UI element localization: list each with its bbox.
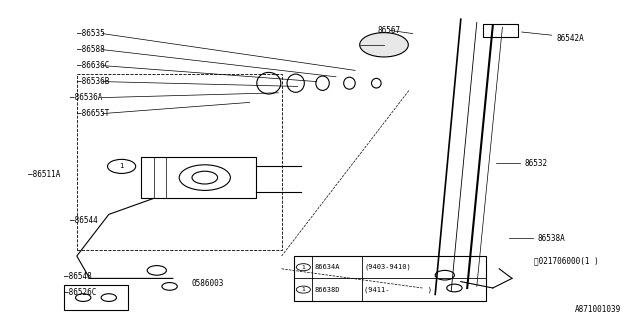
- Text: –86636C: –86636C: [77, 61, 109, 70]
- Bar: [294, 256, 486, 301]
- Text: 1: 1: [301, 287, 305, 292]
- Text: –86655T: –86655T: [77, 109, 109, 118]
- Bar: [64, 285, 128, 310]
- Text: –86526C: –86526C: [64, 288, 97, 297]
- Text: –86511A: –86511A: [28, 170, 60, 179]
- Text: –86536A: –86536A: [70, 93, 103, 102]
- Text: (9411-         ): (9411- ): [364, 286, 432, 293]
- Text: –86588: –86588: [77, 45, 104, 54]
- Text: 1: 1: [119, 164, 124, 169]
- Text: 86542A: 86542A: [557, 34, 584, 43]
- Text: 1: 1: [301, 265, 305, 270]
- Text: ⓝ021706000(1 ): ⓝ021706000(1 ): [534, 256, 599, 265]
- Circle shape: [360, 33, 408, 57]
- Text: –86544: –86544: [70, 216, 98, 225]
- Text: 86567: 86567: [378, 26, 401, 35]
- Text: 86538A: 86538A: [538, 234, 565, 243]
- Text: –86536B: –86536B: [77, 77, 109, 86]
- Text: A871001039: A871001039: [575, 305, 621, 314]
- Text: 0586003: 0586003: [192, 279, 225, 288]
- Text: 86634A: 86634A: [315, 264, 340, 270]
- Text: –86548: –86548: [64, 272, 92, 281]
- Text: 86532: 86532: [525, 159, 548, 168]
- Text: –86535: –86535: [77, 29, 104, 38]
- Text: 86638D: 86638D: [315, 287, 340, 292]
- Bar: [483, 24, 518, 37]
- Bar: [141, 157, 256, 198]
- Text: (9403-9410): (9403-9410): [364, 264, 411, 270]
- Bar: [77, 74, 282, 250]
